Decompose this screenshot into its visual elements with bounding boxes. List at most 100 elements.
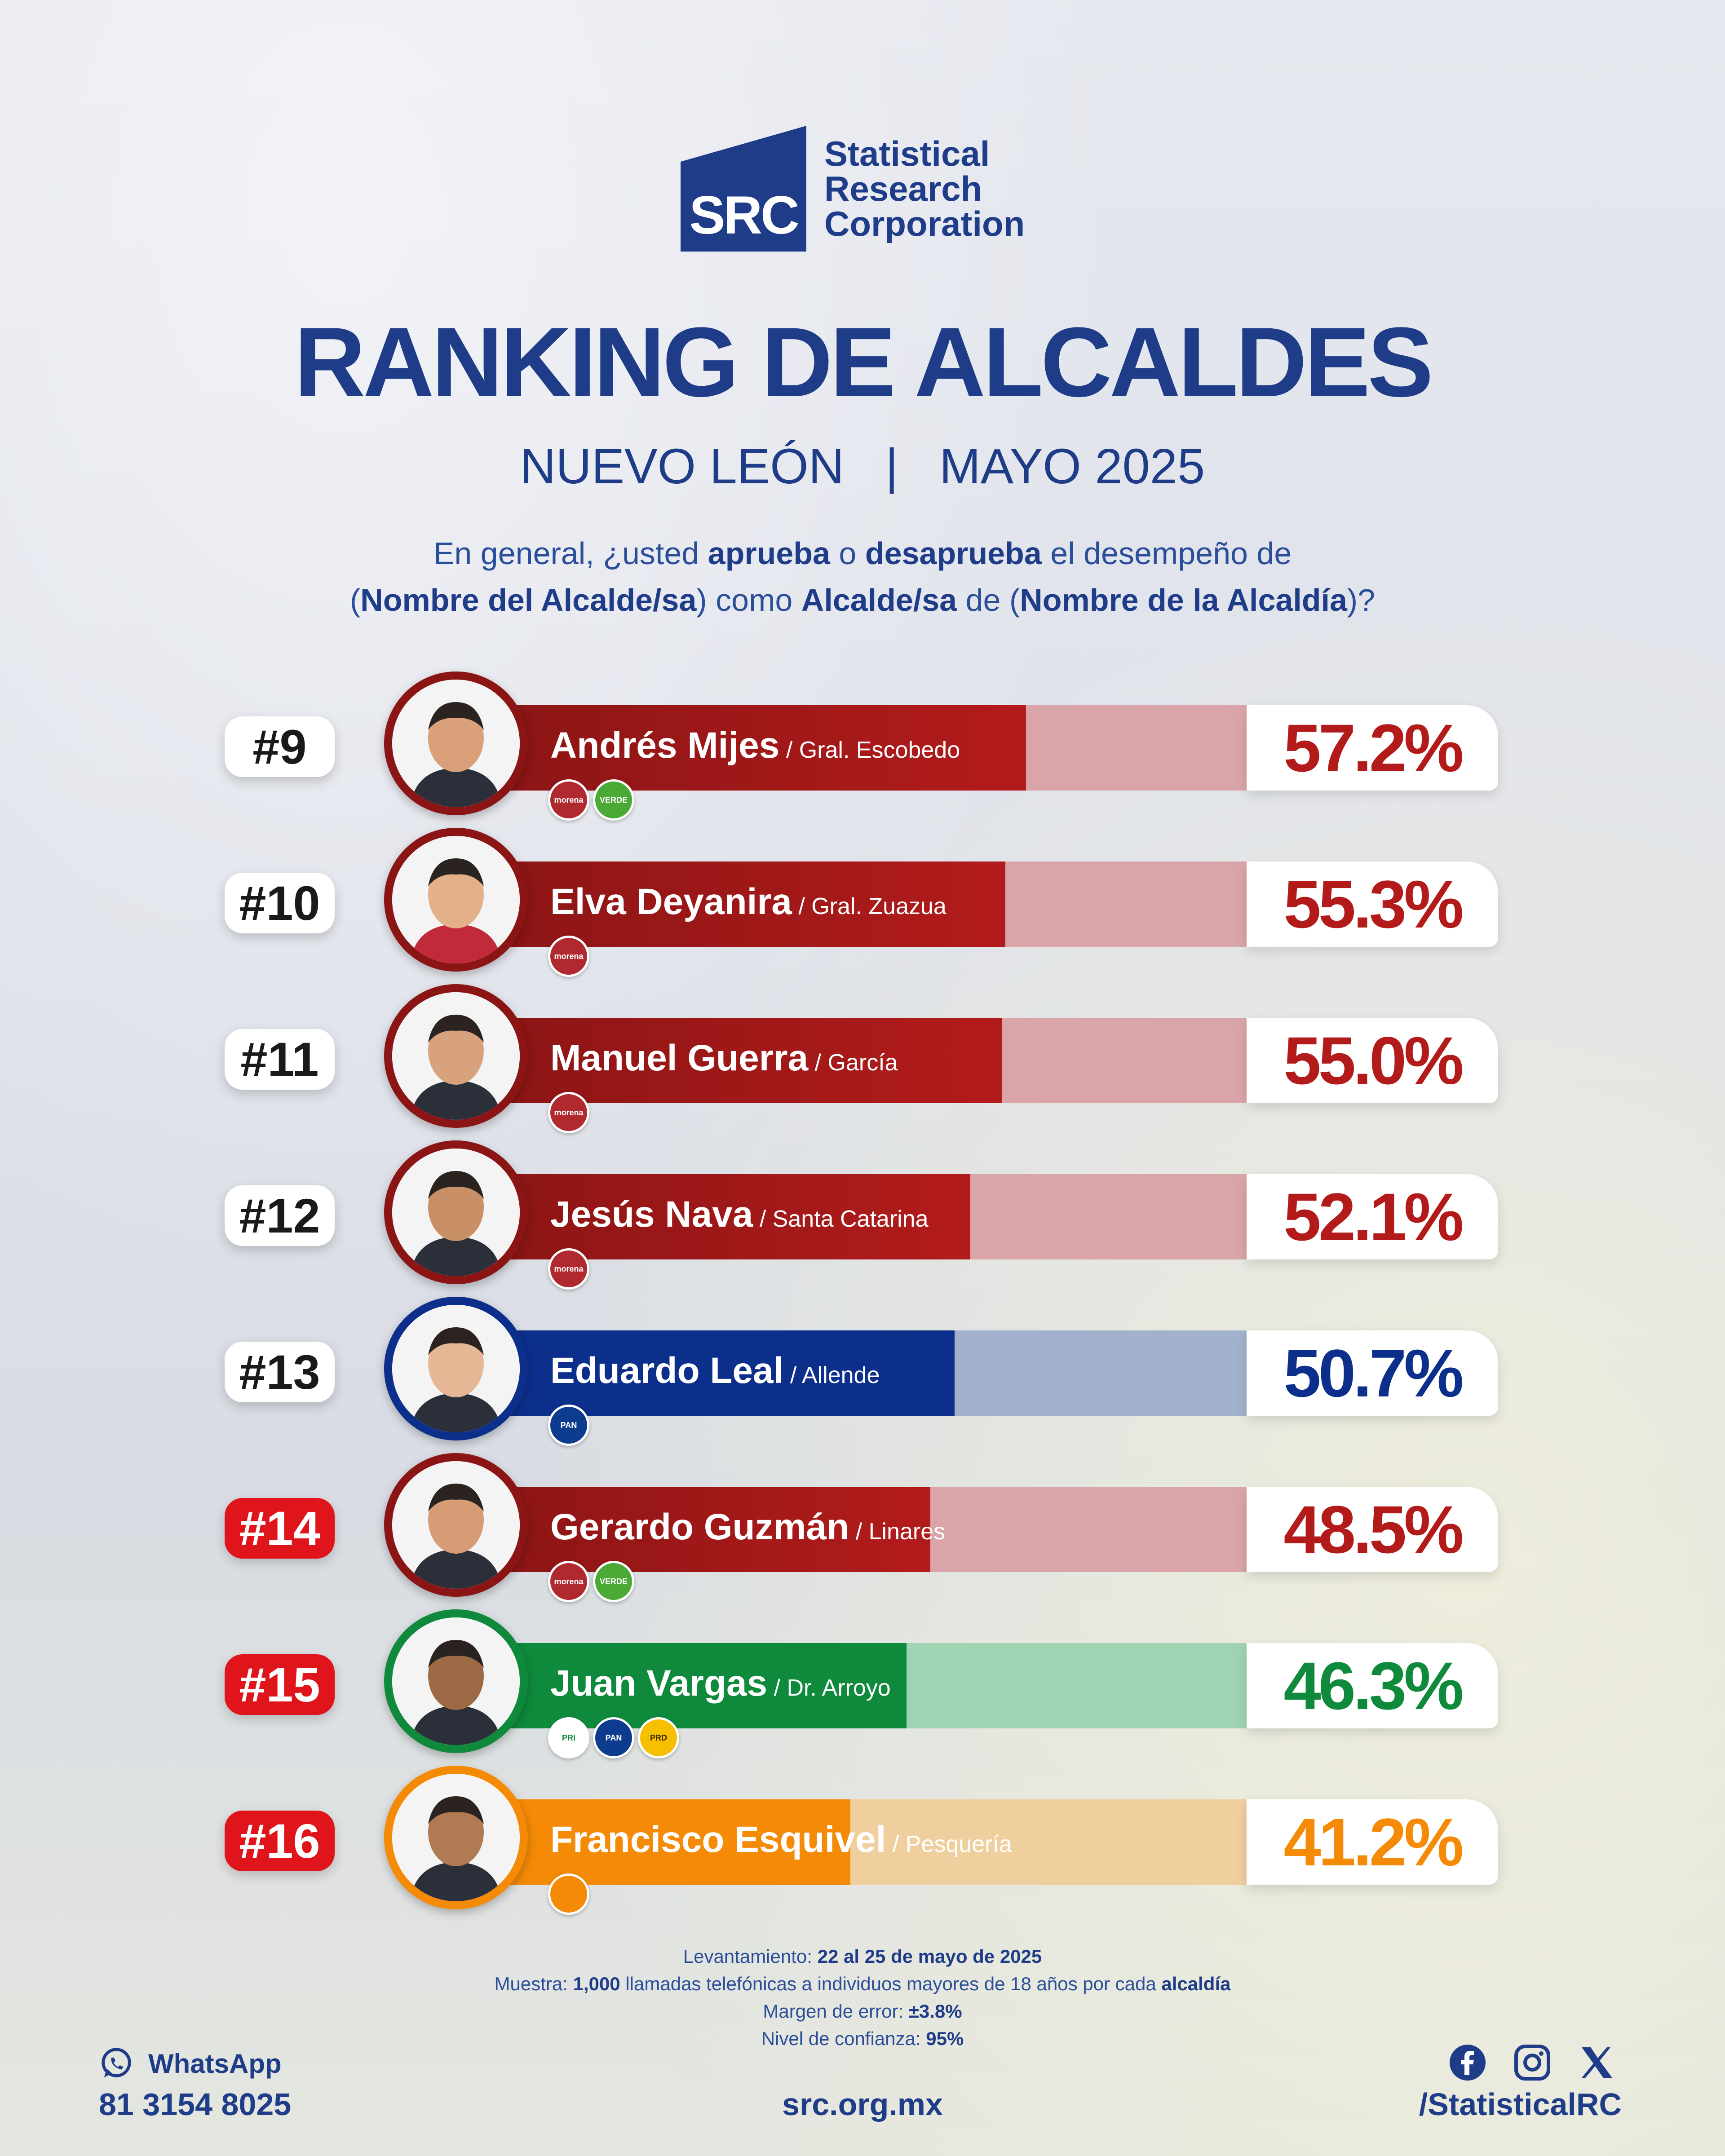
mayor-name-text: Andrés Mijes (550, 725, 780, 766)
src-logo-mark: SRC (681, 126, 806, 252)
facebook-icon[interactable] (1449, 2044, 1486, 2081)
question-bold: aprueba (708, 536, 830, 571)
mayor-photo (384, 672, 528, 815)
note-value: alcaldía (1161, 1973, 1231, 1994)
morena-party-icon: morena (548, 779, 589, 821)
morena-party-icon: morena (548, 1248, 589, 1290)
data-label: 46.3% (1247, 1643, 1498, 1728)
bar (485, 705, 1026, 791)
party-logos: PRI PAN PRD (548, 1717, 683, 1758)
note-label: Margen de error: (763, 2001, 909, 2022)
mayor-name-text: Juan Vargas (550, 1663, 768, 1704)
mayor-photo (384, 1297, 528, 1440)
mc-party-icon (548, 1873, 589, 1915)
mayor-photo (384, 1609, 528, 1753)
rank-badge: #15 (225, 1654, 335, 1715)
social-icons (1435, 2044, 1629, 2081)
mayor-name-text: Manuel Guerra (550, 1038, 809, 1078)
party-logos: morena (548, 936, 593, 977)
mayor-name: Juan Vargas / Dr. Arroyo (550, 1662, 891, 1705)
website-link[interactable]: src.org.mx (782, 2087, 943, 2122)
bar (485, 1174, 970, 1259)
logo-mark-text: SRC (689, 185, 799, 245)
methodology-notes: Levantamiento: 22 al 25 de mayo de 2025 … (0, 1943, 1725, 2052)
note-label: Nivel de confianza: (761, 2028, 926, 2049)
mayor-photo (384, 1453, 528, 1597)
rank-badge: #13 (225, 1342, 335, 1402)
mayor-name: Manuel Guerra / García (550, 1037, 898, 1079)
party-logos: morena VERDE (548, 1561, 638, 1602)
party-logos: morena (548, 1092, 593, 1133)
page-title: RANKING DE ALCALDES (294, 307, 1433, 417)
verde-party-icon: VERDE (593, 779, 634, 821)
src-logo: SRC Statistical Research Corporation (681, 126, 1049, 252)
logo-line-1: Statistical (824, 134, 990, 173)
municipality-label: / Gral. Zuazua (792, 893, 947, 919)
bar-track (485, 1174, 1249, 1259)
mayor-name: Elva Deyanira / Gral. Zuazua (550, 881, 947, 923)
chart-row: #16 Francisco Esquivel / Pesquería 41.2% (0, 1766, 1725, 1915)
bar (485, 862, 1005, 947)
note-value: 95% (926, 2028, 964, 2049)
party-logos: morena VERDE (548, 779, 638, 821)
whatsapp-label: WhatsApp (148, 2048, 282, 2079)
mayor-name-text: Gerardo Guzmán (550, 1507, 849, 1547)
bar-track (485, 1487, 1249, 1572)
mayor-photo (384, 828, 528, 972)
mayor-name: Jesús Nava / Santa Catarina (550, 1193, 929, 1236)
municipality-label: / Dr. Arroyo (767, 1675, 891, 1701)
logo-line-2: Research (824, 169, 982, 208)
note-value: 22 al 25 de mayo de 2025 (817, 1946, 1042, 1967)
rank-badge: #11 (225, 1029, 335, 1090)
phone-number[interactable]: 81 3154 8025 (99, 2087, 292, 2122)
question-bold: desaprueba (865, 536, 1042, 571)
pan-party-icon: PAN (593, 1717, 634, 1758)
morena-party-icon: morena (548, 1561, 589, 1602)
morena-party-icon: morena (548, 936, 589, 977)
question-bold: Nombre de la Alcaldía (1020, 583, 1347, 618)
bar (485, 1330, 955, 1416)
survey-question: En general, ¿usted aprueba o desaprueba … (0, 530, 1725, 623)
logo-line-3: Corporation (824, 204, 1025, 243)
municipality-label: / Santa Catarina (753, 1206, 929, 1232)
question-bold: Nombre del Alcalde/sa (360, 583, 697, 618)
municipality-label: / Pesquería (886, 1831, 1012, 1857)
bar (485, 1487, 930, 1572)
party-logos (548, 1873, 593, 1915)
note-label: Levantamiento: (683, 1946, 818, 1967)
x-icon[interactable] (1578, 2044, 1616, 2081)
party-logos: PAN (548, 1405, 593, 1446)
data-label: 48.5% (1247, 1487, 1498, 1572)
chart-row: #10 Elva Deyanira / Gral. Zuazua 55.3% more… (0, 828, 1725, 977)
note-value: 1,000 (573, 1973, 620, 1994)
chart-row: #11 Manuel Guerra / García 55.0% morena (0, 984, 1725, 1133)
data-label: 55.0% (1247, 1018, 1498, 1103)
mayor-name: Gerardo Guzmán / Linares (550, 1506, 945, 1548)
chart-row: #15 Juan Vargas / Dr. Arroyo 46.3% PRI PAN PR… (0, 1609, 1725, 1758)
bar (485, 1799, 850, 1885)
mayor-photo (384, 1766, 528, 1909)
bar-track (485, 1330, 1249, 1416)
whatsapp-link[interactable]: WhatsApp (99, 2046, 282, 2081)
pan-party-icon: PAN (548, 1405, 589, 1446)
verde-party-icon: VERDE (593, 1561, 634, 1602)
question-text: En general, ¿usted (433, 536, 708, 571)
mayor-name-text: Elva Deyanira (550, 881, 792, 922)
note-value: ±3.8% (908, 2001, 962, 2022)
social-handle[interactable]: /StatisticalRC (1419, 2087, 1622, 2122)
bar-track (485, 862, 1249, 947)
chart-row: #12 Jesús Nava / Santa Catarina 52.1% moren… (0, 1140, 1725, 1290)
municipality-label: / Gral. Escobedo (779, 737, 960, 763)
prd-party-icon: PRD (638, 1717, 679, 1758)
pri-party-icon: PRI (548, 1717, 589, 1758)
page-subtitle: NUEVO LEÓN | MAYO 2025 (520, 439, 1205, 494)
mayor-photo (384, 1140, 528, 1284)
rank-badge: #16 (225, 1811, 335, 1871)
bar-track (485, 1018, 1249, 1103)
data-label: 52.1% (1247, 1174, 1498, 1259)
chart-row: #14 Gerardo Guzmán / Linares 48.5% morena VE… (0, 1453, 1725, 1602)
question-bold: Alcalde/sa (801, 583, 957, 618)
logo-wordmark: Statistical Research Corporation (824, 136, 1025, 241)
bar-track (485, 1799, 1249, 1885)
instagram-icon[interactable] (1513, 2044, 1551, 2081)
